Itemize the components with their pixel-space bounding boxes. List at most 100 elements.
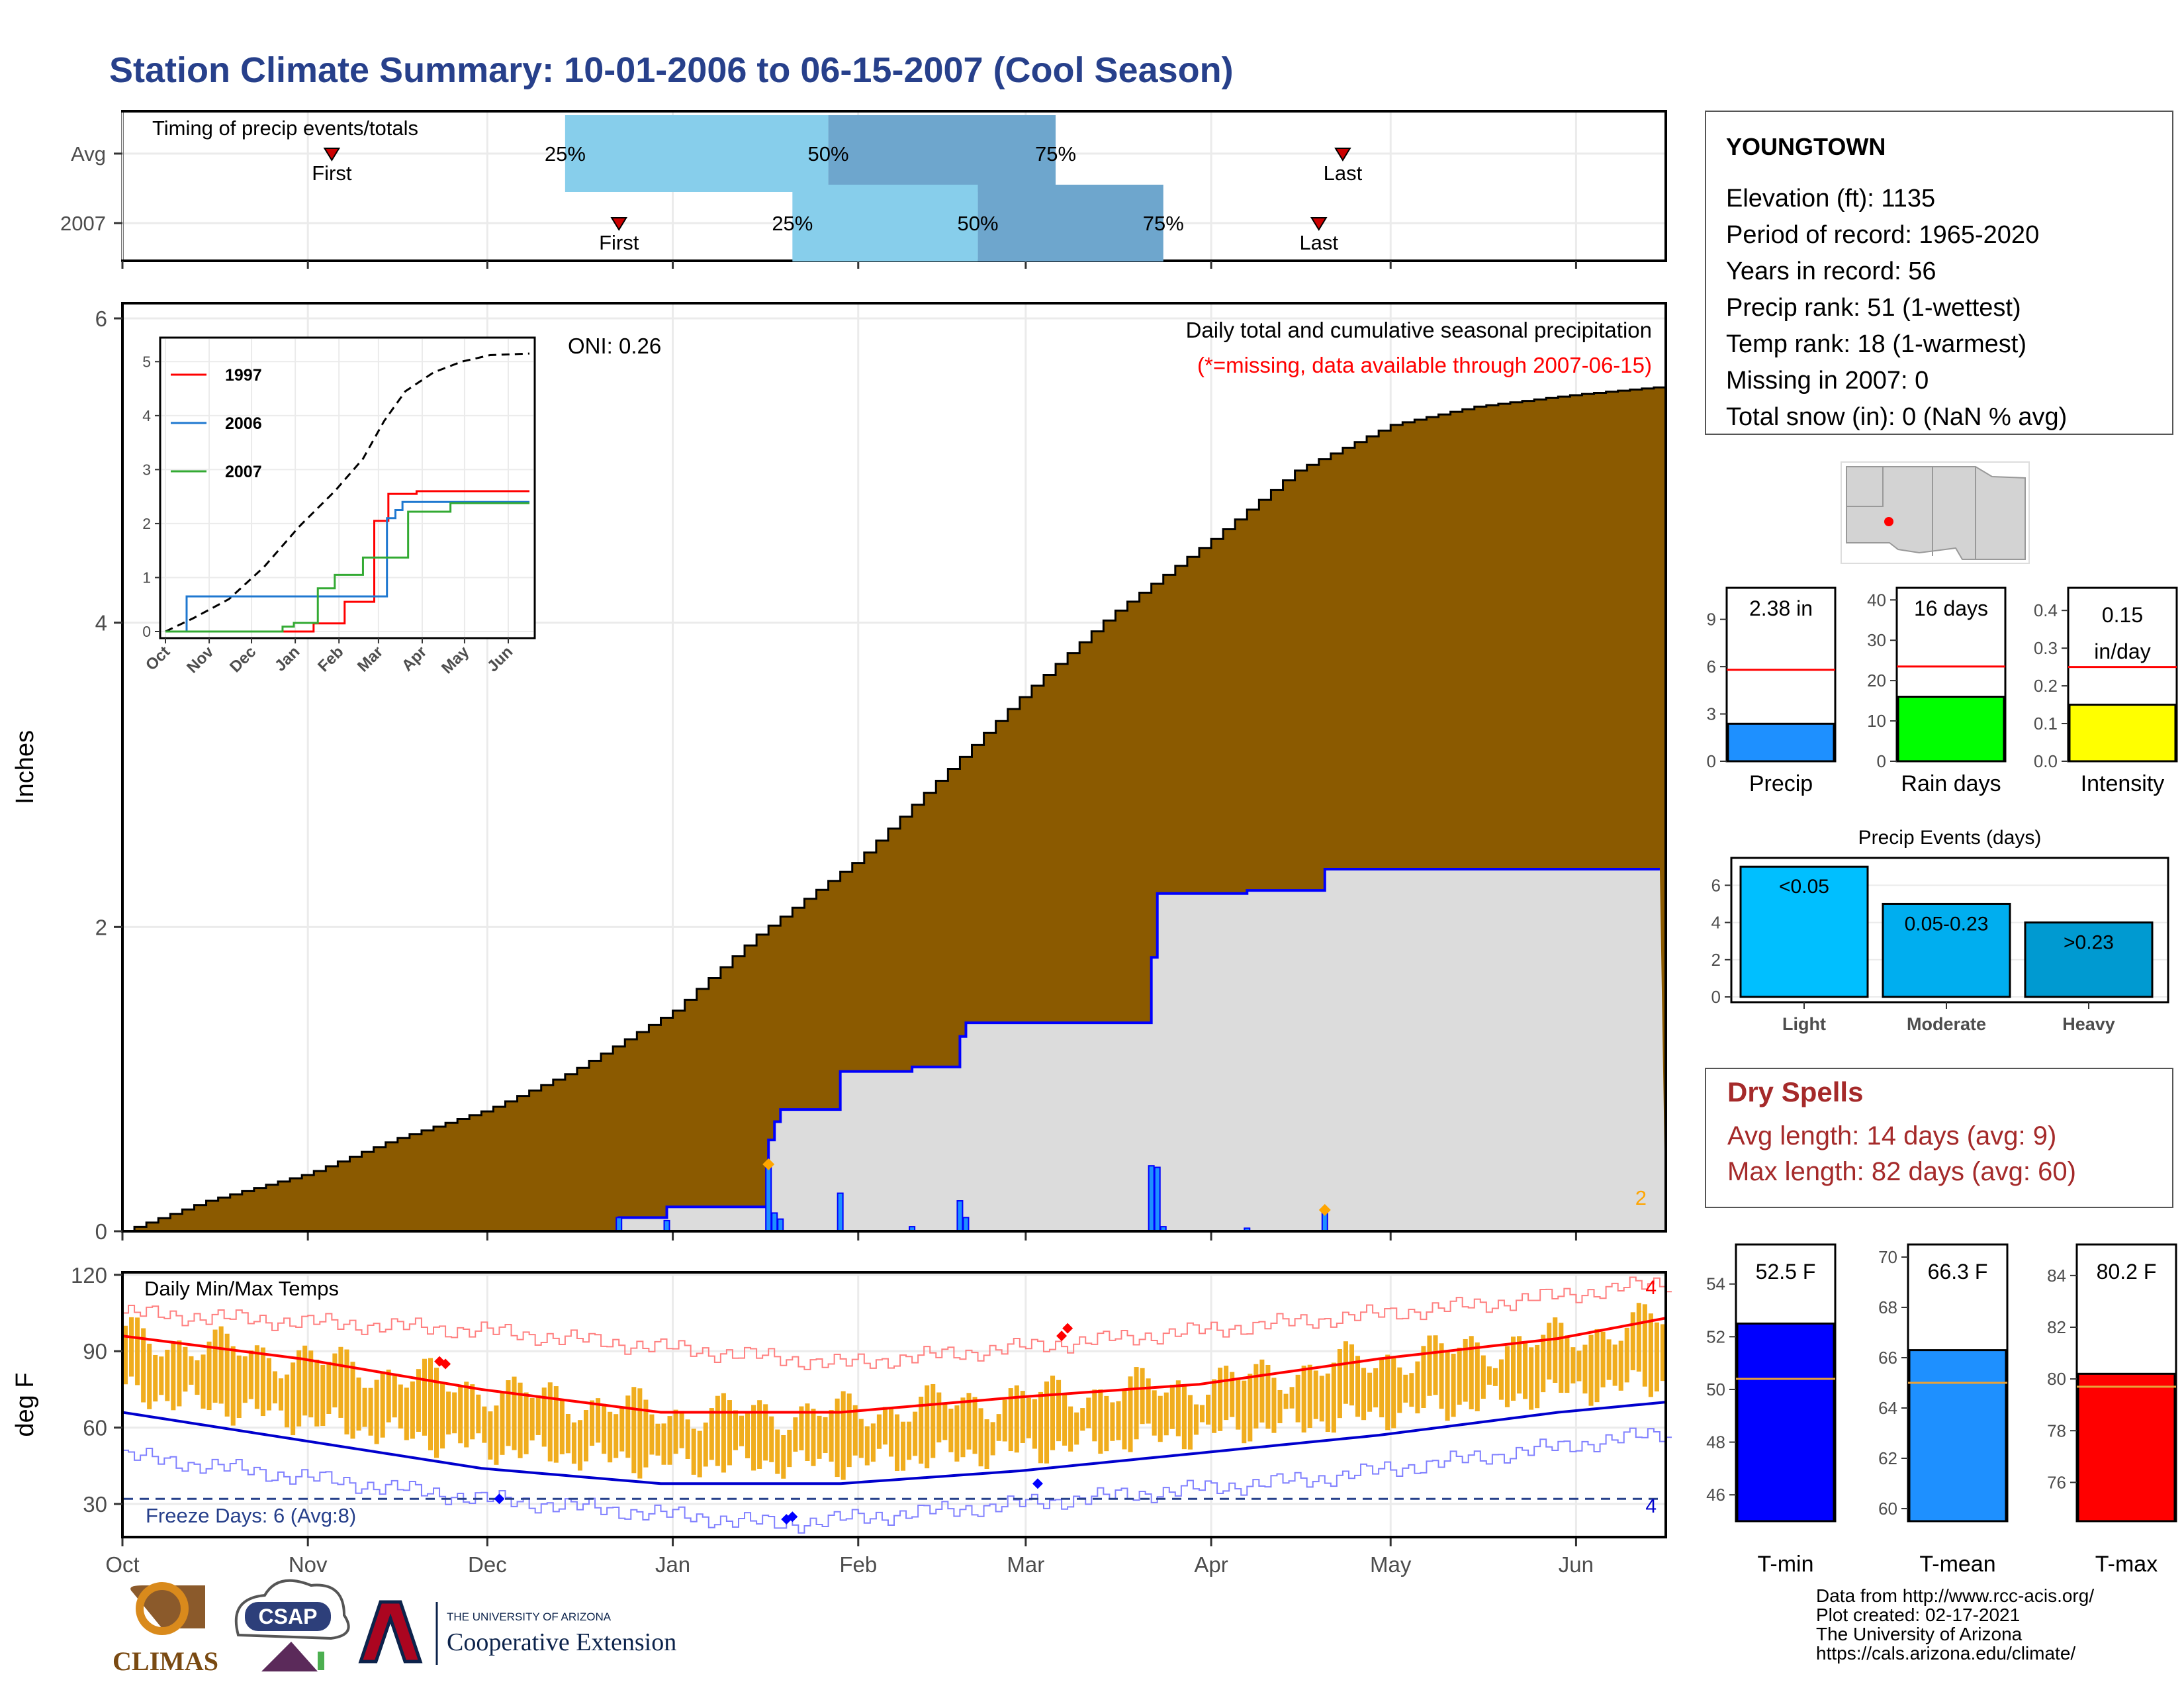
temp-bar-label: 52.5 F [1756, 1260, 1816, 1284]
temp-bar-name: T-min [1758, 1552, 1814, 1577]
station-info: YOUNGTOWN Elevation (ft): 1135 Period of … [1705, 111, 2173, 435]
q50-label: 50% [958, 212, 999, 235]
daily-temp-bar [1553, 1317, 1558, 1383]
daily-temp-bar [1313, 1370, 1318, 1419]
daily-temp-bar [625, 1395, 631, 1458]
mini-bar-ytick-label: 0.1 [2034, 714, 2058, 733]
temp-bar-label: 80.2 F [2097, 1260, 2157, 1284]
daily-temp-bar [823, 1417, 828, 1454]
daily-temp-bar [338, 1346, 343, 1418]
daily-temp-bar [1636, 1303, 1641, 1372]
daily-temp-bar [757, 1400, 762, 1469]
daily-precip-bar [765, 1163, 772, 1232]
ua-big-text: Cooperative Extension [447, 1628, 676, 1656]
dry-spells-frame [1705, 1068, 2173, 1208]
daily-temp-bar [326, 1362, 332, 1414]
inset-grid [161, 339, 533, 637]
temp-bar-name: T-mean [1919, 1552, 1995, 1577]
temp-ylabel: deg F [11, 1372, 39, 1436]
daily-temp-bar [1122, 1390, 1127, 1450]
temp-bar-ytick-label: 46 [1706, 1485, 1725, 1505]
station-info-line: Precip rank: 51 (1-wettest) [1726, 294, 2021, 322]
daily-temp-bar [846, 1393, 852, 1468]
daily-temp-bar [984, 1419, 989, 1469]
dry-spells-max: Max length: 82 days (avg: 60) [1727, 1157, 2076, 1186]
temp-bar-value [1908, 1349, 2007, 1523]
daily-temp-bar [553, 1386, 559, 1463]
mini-bar-name: Intensity [2081, 771, 2165, 796]
precip-ylabel: Inches [11, 730, 39, 804]
daily-temp-bar [1373, 1368, 1379, 1408]
daily-temp-bar [1570, 1347, 1576, 1383]
events-bar [2024, 921, 2154, 998]
daily-temp-bar [362, 1387, 367, 1427]
daily-temp-bar [655, 1423, 660, 1456]
station-name: YOUNGTOWN [1726, 133, 1886, 160]
dry-spells-title: Dry Spells [1727, 1076, 1863, 1107]
daily-temp-bar [254, 1345, 259, 1409]
daily-temp-bar [673, 1409, 678, 1454]
daily-temp-bar [1547, 1323, 1552, 1380]
events-ytick-label: 4 [1711, 913, 1721, 933]
daily-temp-bar [1319, 1376, 1324, 1422]
daily-temp-bar [1128, 1376, 1133, 1452]
daily-temp-bar [1056, 1380, 1062, 1442]
daily-temp-bar [1140, 1368, 1145, 1425]
precip-ytick-label: 6 [95, 306, 107, 331]
inset-ytick-label: 3 [142, 461, 151, 478]
daily-temp-bar [643, 1399, 649, 1468]
q25-label: 25% [545, 142, 586, 165]
mini-bar-label: 16 days [1914, 596, 1988, 620]
daily-temp-bar [703, 1423, 708, 1467]
daily-temp-bar [470, 1384, 475, 1440]
daily-temp-bar [1355, 1356, 1361, 1417]
daily-temp-bar [829, 1410, 834, 1462]
daily-temp-bar [649, 1414, 655, 1455]
temp-bar-ytick-label: 82 [2047, 1317, 2066, 1337]
daily-temp-bar [518, 1382, 523, 1458]
daily-temp-bar [709, 1408, 714, 1460]
record-low-marker [1032, 1478, 1043, 1489]
daily-temp-bar [1403, 1374, 1408, 1403]
q75-label: 75% [1035, 142, 1076, 165]
daily-temp-bar [195, 1360, 200, 1395]
timing-label: Timing of precip events/totals [152, 117, 418, 140]
inset-legend-label: 2007 [225, 463, 262, 481]
daily-temp-bar [1080, 1408, 1085, 1431]
daily-temp-bar [428, 1358, 433, 1450]
daily-temp-bar [123, 1325, 128, 1385]
daily-temp-bar [1433, 1335, 1438, 1395]
daily-temp-bar [386, 1370, 391, 1423]
precip-corner-count: 2 [1635, 1186, 1647, 1209]
station-info-line: Missing in 2007: 0 [1726, 367, 1929, 395]
events-category-label: Heavy [2062, 1014, 2115, 1034]
daily-temp-bar [440, 1382, 445, 1449]
daily-temp-bar [1283, 1393, 1289, 1409]
daily-temp-bar [931, 1383, 936, 1458]
daily-temp-bar [1074, 1412, 1079, 1445]
daily-temp-bar [1098, 1389, 1103, 1454]
daily-temp-bar [1230, 1372, 1235, 1417]
daily-temp-bar [350, 1362, 355, 1439]
precip-subtitle: (*=missing, data available through 2007-… [1197, 353, 1652, 377]
daily-temp-bar [129, 1317, 134, 1377]
daily-temp-bar [1582, 1344, 1588, 1394]
credit-line: Data from http://www.rcc-acis.org/ [1816, 1585, 2094, 1606]
daily-temp-bar [954, 1405, 960, 1462]
daily-temp-bar [356, 1377, 361, 1431]
precip-events-chart: Precip Events (days) 0 2 4 6 <0.05 Light 0.05-… [1711, 827, 2169, 1034]
mini-bar-ytick-label: 0.2 [2034, 676, 2058, 696]
mini-bar-ytick-label: 10 [1867, 711, 1886, 731]
daily-temp-bar [577, 1420, 582, 1471]
precip-panel: 0 2 4 6 Inches Daily total and cumulative s… [11, 302, 1667, 1244]
timing-row-label: Avg [71, 142, 106, 165]
daily-temp-bar [230, 1346, 236, 1426]
station-lines: Elevation (ft): 1135 Period of record: 19… [1726, 185, 2067, 431]
first-event-label: First [599, 231, 639, 254]
daily-temp-bar [224, 1333, 230, 1417]
daily-temp-bar [805, 1403, 810, 1462]
precip-frame [121, 302, 1667, 1233]
events-ytick-label: 2 [1711, 950, 1721, 970]
daily-temp-bar [1248, 1374, 1253, 1442]
daily-temp-bar [1104, 1395, 1109, 1452]
